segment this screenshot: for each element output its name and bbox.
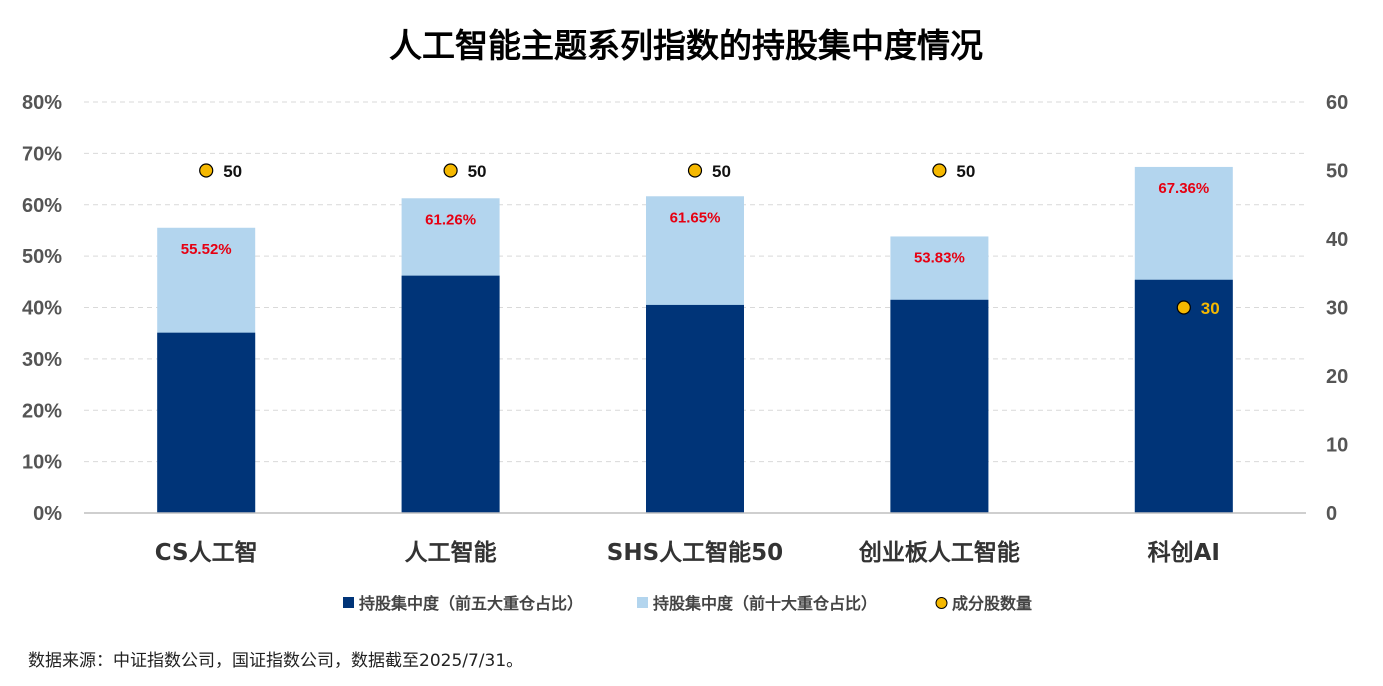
count-marker <box>687 163 703 178</box>
legend-top10-swatch <box>637 597 648 608</box>
bar-top5 <box>1134 279 1233 513</box>
legend-top5-swatch <box>343 597 354 608</box>
x-axis-ticks: CS人工智 人工智能 SHS人工智能50 创业板人工智能 科创AI <box>155 539 1220 566</box>
y-left-tick-label: 30% <box>22 349 62 371</box>
y-right-tick-label: 0 <box>1326 503 1337 525</box>
bar-top5 <box>157 332 256 513</box>
y-right-tick-label: 50 <box>1326 161 1348 183</box>
data-label-top10: 53.83% <box>914 249 965 266</box>
y-left-tick-label: 0% <box>33 503 62 525</box>
bar-top5 <box>646 304 744 513</box>
count-label: 50 <box>468 162 487 181</box>
y-right-tick-label: 10 <box>1326 435 1348 457</box>
legend-count-swatch <box>935 597 948 609</box>
data-label-top10: 61.65% <box>670 209 721 226</box>
legend-top5-label: 持股集中度（前五大重仓占比） <box>359 594 583 613</box>
x-tick-label: 人工智能 <box>405 539 497 566</box>
x-tick-label: CS人工智 <box>155 539 258 566</box>
y-right-tick-label: 60 <box>1326 92 1348 114</box>
y-right-tick-label: 30 <box>1326 298 1348 320</box>
right-axis: 0 10 20 30 40 50 60 <box>1326 92 1348 525</box>
y-left-tick-label: 60% <box>22 195 62 217</box>
y-right-tick-label: 20 <box>1326 366 1348 388</box>
legend: 持股集中度（前五大重仓占比） 持股集中度（前十大重仓占比） 成分股数量 <box>343 594 1032 613</box>
count-marker <box>1176 300 1191 315</box>
data-label-top10: 67.36% <box>1158 180 1209 197</box>
data-label-top10: 61.26% <box>425 211 476 228</box>
x-tick-label: 创业板人工智能 <box>858 539 1020 566</box>
y-left-tick-label: 70% <box>22 143 62 165</box>
bar-top5 <box>401 275 500 513</box>
gridlines <box>84 101 1306 463</box>
count-label: 30 <box>1201 299 1220 318</box>
source-note: 数据来源：中证指数公司，国证指数公司，数据截至2025/7/31。 <box>28 651 523 671</box>
count-marker <box>932 163 947 178</box>
count-label: 50 <box>712 162 731 181</box>
count-marker <box>443 163 458 178</box>
y-left-tick-label: 50% <box>22 246 62 268</box>
y-left-tick-label: 40% <box>22 298 62 320</box>
bar-top5 <box>890 299 989 513</box>
count-label: 50 <box>223 162 242 181</box>
count-markers: 50 50 50 50 30 <box>199 162 1220 318</box>
count-label: 50 <box>956 162 975 181</box>
y-right-tick-label: 40 <box>1326 229 1348 251</box>
x-tick-label: SHS人工智能50 <box>607 539 783 566</box>
x-tick-label: 科创AI <box>1148 540 1220 566</box>
data-label-top10: 55.52% <box>181 241 232 258</box>
left-axis: 0% 10% 20% 30% 40% 50% 60% 70% 80% <box>22 92 62 525</box>
legend-count-label: 成分股数量 <box>952 594 1032 613</box>
y-left-tick-label: 10% <box>22 452 62 474</box>
y-left-tick-label: 20% <box>22 400 62 422</box>
legend-top10-label: 持股集中度（前十大重仓占比） <box>653 594 877 613</box>
count-marker <box>199 163 214 178</box>
chart-title: 人工智能主题系列指数的持股集中度情况 <box>389 26 983 65</box>
bars: 55.52% 61.26% 61.65% 53.83% 67.36% <box>157 166 1233 514</box>
y-left-tick-label: 80% <box>22 92 62 114</box>
